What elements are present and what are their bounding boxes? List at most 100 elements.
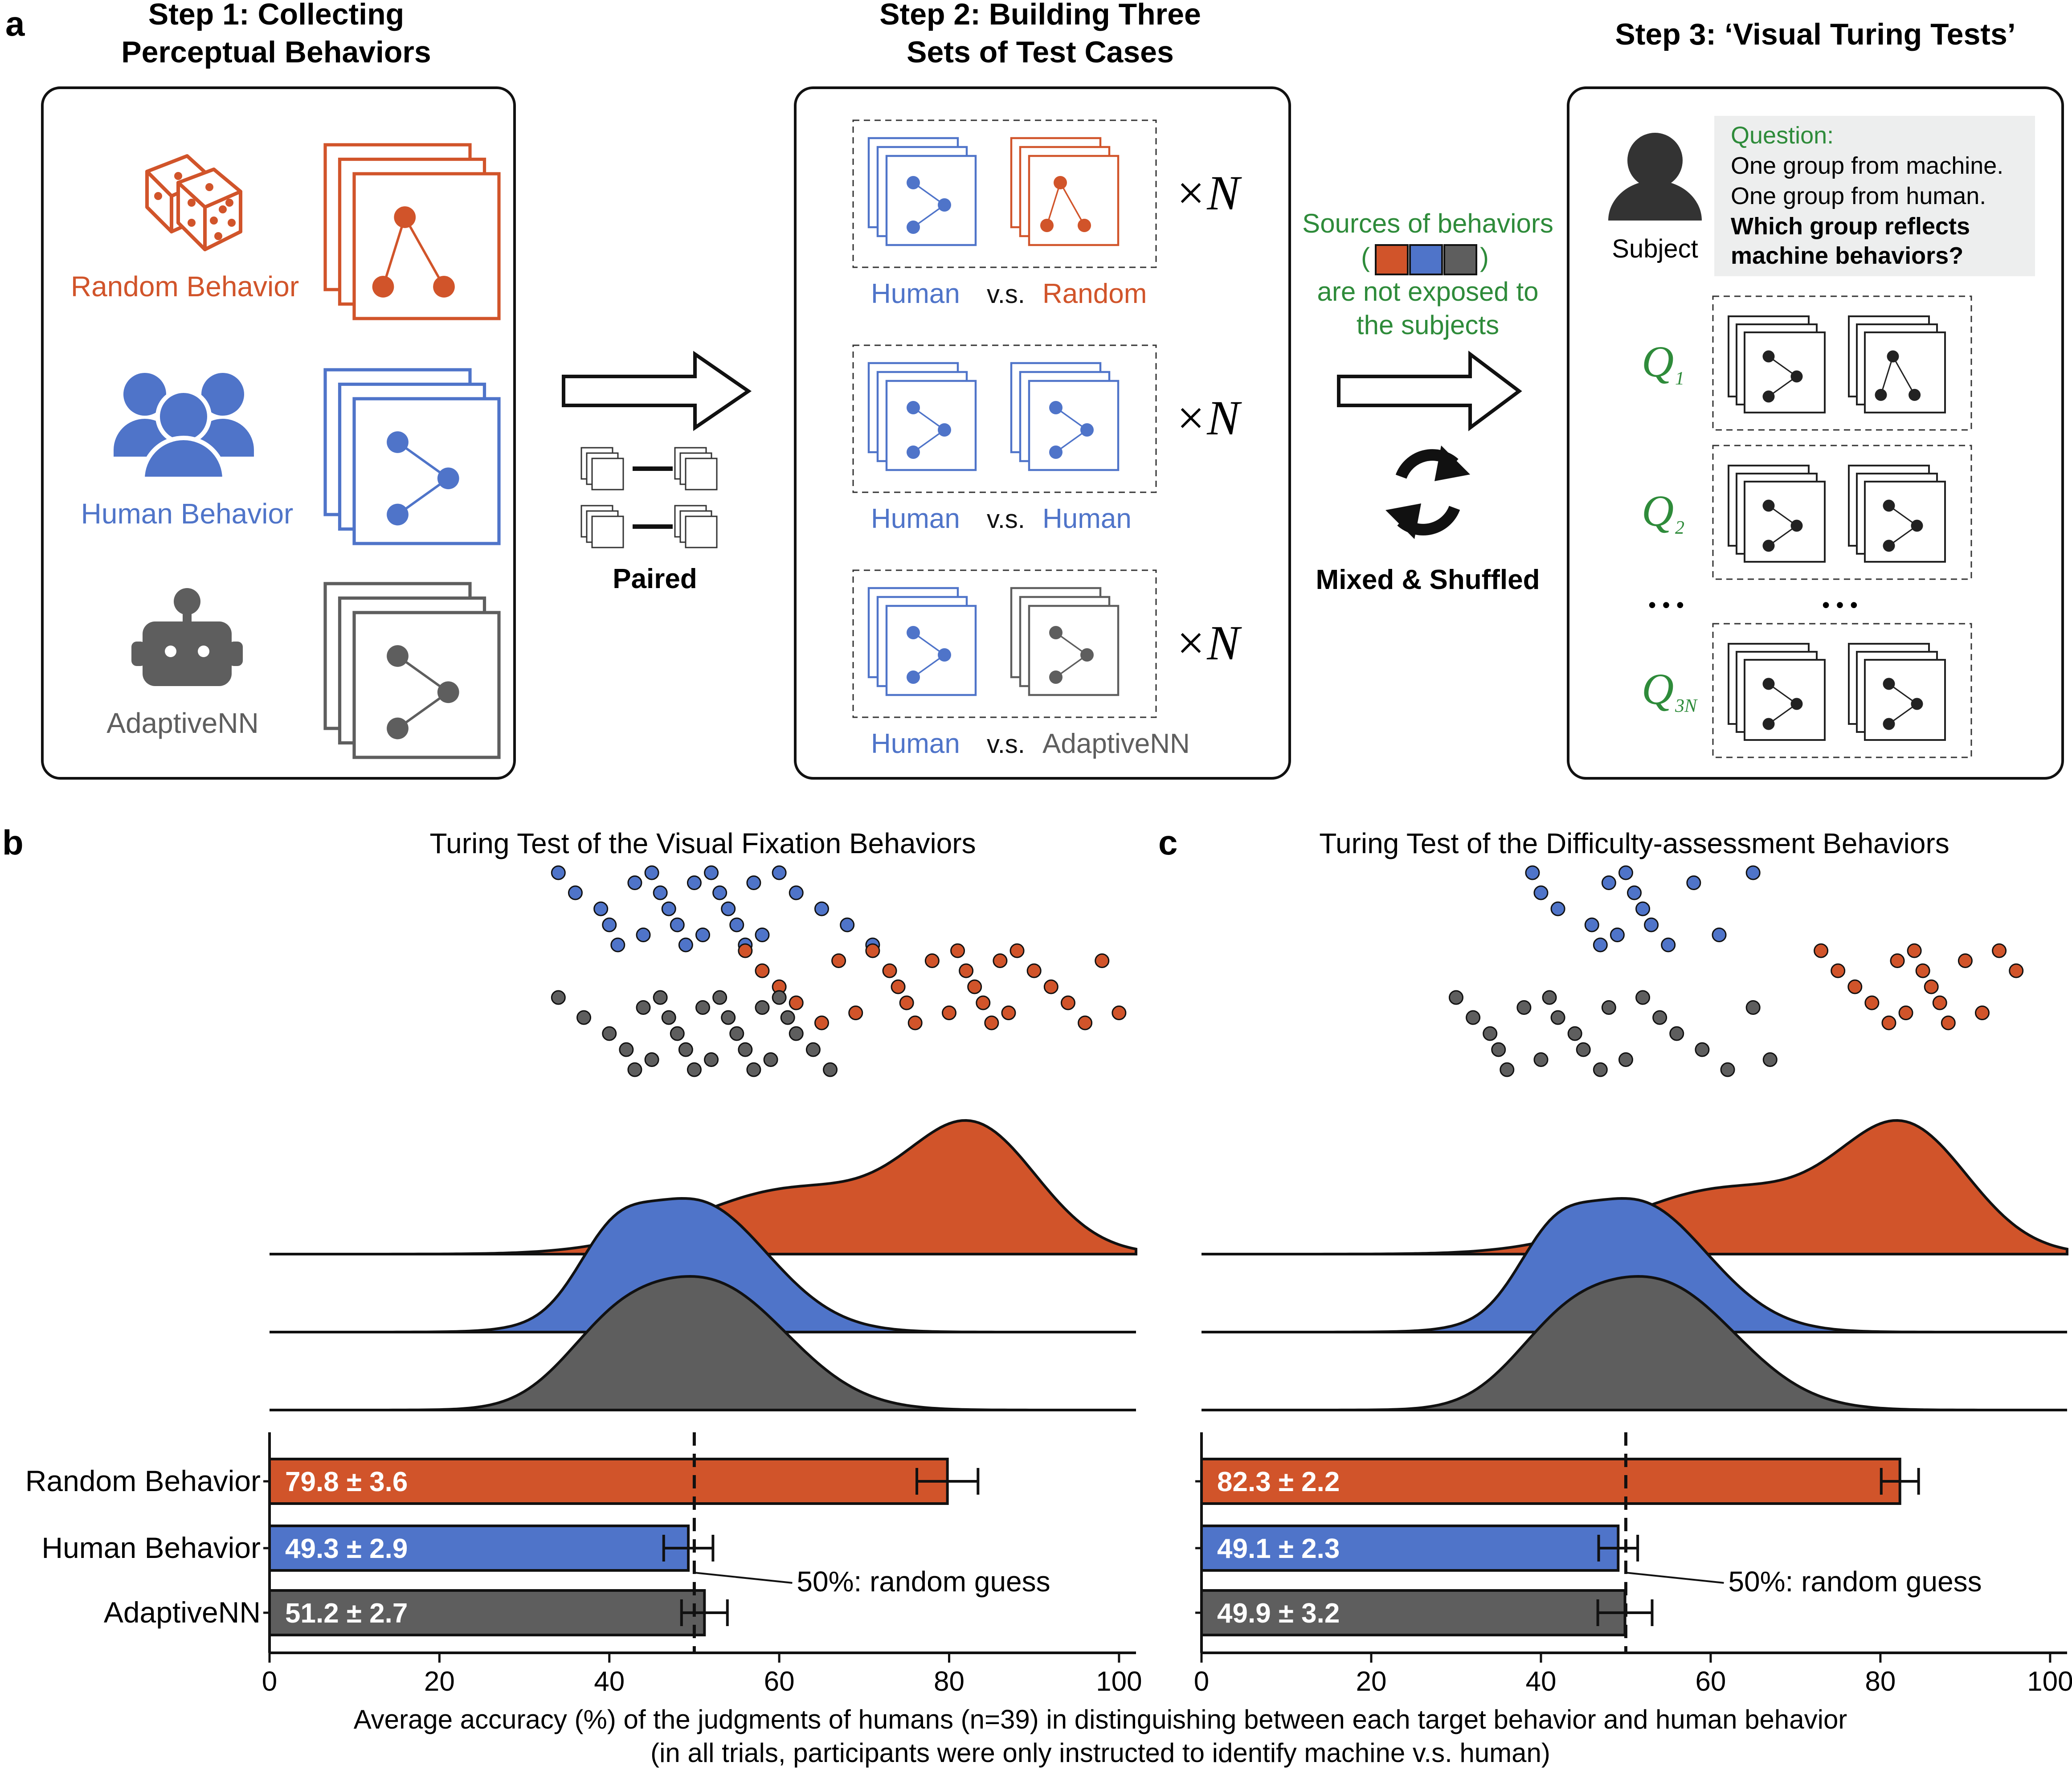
question-stack-left bbox=[1728, 315, 1826, 413]
source-swatch-adaptive bbox=[1443, 244, 1477, 275]
fixation-link bbox=[382, 217, 406, 287]
fixation-point bbox=[1762, 390, 1775, 403]
random-scatter-point bbox=[959, 963, 974, 978]
fixation-point bbox=[907, 176, 920, 189]
random-scatter-point bbox=[848, 1006, 863, 1020]
random-scatter-point bbox=[1001, 1006, 1016, 1020]
random-guess-pointer bbox=[694, 1572, 793, 1584]
random-scatter-point bbox=[1864, 995, 1880, 1010]
step1-title-line2: Perceptual Behaviors bbox=[121, 35, 431, 69]
step2-title-line1: Step 2: Building Three bbox=[879, 0, 1201, 31]
mixed-arrow bbox=[1337, 350, 1522, 431]
panel-a: a Step 1: Collecting Perceptual Behavior… bbox=[5, 0, 2064, 780]
human-behavior-stack bbox=[323, 368, 501, 545]
x-tick-label: 0 bbox=[1194, 1666, 1209, 1697]
random-scatter-point bbox=[924, 953, 940, 968]
question-line1: One group from machine. bbox=[1731, 152, 2003, 179]
adaptive-density bbox=[270, 1275, 1136, 1411]
human-scatter-point bbox=[1644, 917, 1659, 932]
row-vs-label: v.s. bbox=[987, 505, 1025, 534]
adaptive-scatter-point bbox=[1576, 1042, 1591, 1057]
human-scatter-point bbox=[729, 917, 744, 932]
paired-arrow bbox=[562, 351, 752, 431]
question-subscript: 2 bbox=[1675, 518, 1684, 538]
human-scatter-point bbox=[1712, 928, 1727, 942]
adaptive-scatter-point bbox=[678, 1042, 693, 1057]
random-scatter-point bbox=[1043, 979, 1058, 994]
human-scatter-point bbox=[678, 937, 693, 952]
question-bold1: Which group reflects bbox=[1731, 213, 1970, 240]
panel-label-c: c bbox=[1158, 823, 1177, 862]
test-case-dashed-box bbox=[852, 569, 1157, 718]
adaptive-scatter-point bbox=[746, 1062, 761, 1077]
row-right-label: Human bbox=[1042, 503, 1132, 534]
human-scatter-point bbox=[695, 928, 710, 942]
shuffle-icon bbox=[1385, 446, 1470, 539]
panel-label-a: a bbox=[5, 4, 25, 43]
paired-icon bbox=[580, 447, 718, 548]
adaptive-density bbox=[1202, 1275, 2067, 1411]
question-box bbox=[1714, 116, 2035, 276]
random-scatter-point bbox=[1958, 953, 1973, 968]
x-tick-label: 40 bbox=[1525, 1666, 1556, 1697]
random-behavior-stack bbox=[323, 143, 501, 320]
adaptive-scatter-point bbox=[687, 1062, 702, 1077]
category-label: Random Behavior bbox=[25, 1464, 261, 1497]
question-id: Q bbox=[1642, 337, 1674, 386]
test-case-row: ×N Human v.s. Random bbox=[852, 119, 1242, 309]
x-tick-label: 100 bbox=[1096, 1666, 1142, 1697]
human-scatter-point bbox=[610, 937, 625, 952]
question-stack-right bbox=[1848, 643, 1946, 741]
random-scatter-point bbox=[1078, 1015, 1093, 1030]
fixation-point bbox=[387, 645, 409, 667]
row-left-label: Human bbox=[871, 503, 960, 534]
adaptive-scatter-point bbox=[823, 1062, 838, 1077]
trial-card bbox=[352, 397, 501, 545]
human-scatter-point bbox=[755, 928, 770, 942]
category-label: Human Behavior bbox=[41, 1531, 261, 1564]
random-scatter-point bbox=[755, 963, 770, 978]
random-scatter-point bbox=[814, 1015, 829, 1030]
fixation-point bbox=[1911, 519, 1923, 532]
fixation-point bbox=[1883, 718, 1895, 730]
mini-card bbox=[591, 515, 624, 548]
adaptive-scatter-point bbox=[1466, 1010, 1481, 1025]
fixation-link bbox=[1880, 356, 1894, 395]
question-line2: One group from human. bbox=[1731, 183, 1986, 209]
times-n-label: ×N bbox=[1174, 391, 1242, 445]
adaptive-scatter-point bbox=[1550, 1010, 1565, 1025]
adaptive-scatter-point bbox=[1448, 990, 1463, 1005]
row-vs-label: v.s. bbox=[987, 730, 1025, 759]
random-scatter-point bbox=[1898, 1006, 1913, 1020]
adaptive-scatter-point bbox=[721, 1010, 736, 1025]
bar-value-label: 49.9 ± 3.2 bbox=[1217, 1598, 1340, 1629]
adaptive-scatter-point bbox=[712, 990, 727, 1005]
random-scatter-point bbox=[907, 1015, 923, 1030]
source-swatch-random bbox=[1375, 244, 1409, 275]
row-right-label: AdaptiveNN bbox=[1042, 728, 1190, 759]
adaptive-scatter-point bbox=[763, 1052, 778, 1067]
fixation-point bbox=[938, 198, 951, 212]
fixation-point bbox=[1080, 648, 1094, 662]
adaptive-scatter-point bbox=[602, 1026, 617, 1041]
random-scatter-point bbox=[899, 995, 914, 1010]
human-scatter-point bbox=[653, 885, 668, 900]
fixation-point bbox=[387, 503, 409, 526]
trial-card bbox=[1028, 380, 1120, 471]
paired-label: Paired bbox=[613, 564, 697, 594]
trial-card bbox=[352, 172, 501, 320]
adaptive-scatter-point bbox=[1745, 1000, 1761, 1015]
target-stack bbox=[1010, 137, 1120, 246]
fixation-point bbox=[938, 648, 951, 662]
x-tick-label: 100 bbox=[2027, 1666, 2072, 1697]
human-scatter-point bbox=[687, 875, 702, 890]
question-stack-left bbox=[1728, 465, 1826, 563]
mini-card bbox=[685, 515, 718, 548]
adaptive-scatter-point bbox=[661, 1010, 676, 1025]
adaptive-scatter-point bbox=[1762, 1052, 1778, 1067]
random-scatter-point bbox=[1095, 953, 1110, 968]
human-scatter-point bbox=[568, 885, 583, 900]
random-scatter-point bbox=[1060, 995, 1075, 1010]
trial-card bbox=[1744, 331, 1826, 413]
